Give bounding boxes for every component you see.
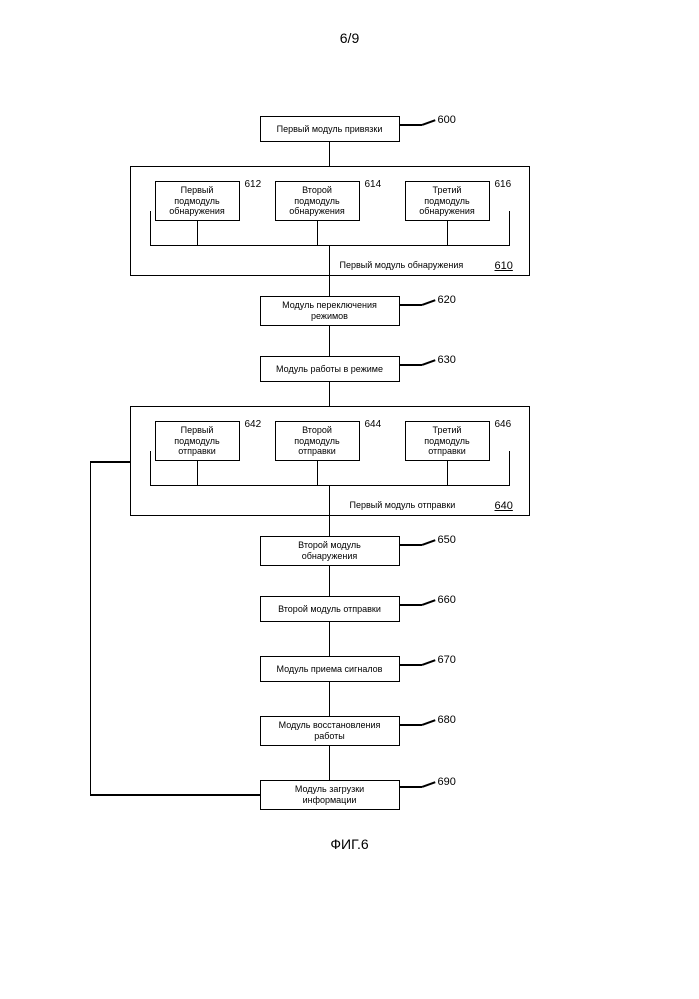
- leader: [421, 299, 435, 305]
- block-mode-work: Модуль работы в режиме: [260, 356, 400, 382]
- ref-670: 670: [438, 654, 456, 666]
- block-label: Второй модуль обнаружения: [298, 540, 361, 562]
- leader: [421, 719, 435, 725]
- block-detection-sub2: Второй подмодуль обнаружения: [275, 181, 360, 221]
- leader: [400, 304, 422, 306]
- block-label: Третий подмодуль отправки: [424, 425, 469, 457]
- block-info-upload: Модуль загрузки информации: [260, 780, 400, 810]
- connector: [317, 221, 319, 246]
- leader: [400, 724, 422, 726]
- ref-660: 660: [438, 594, 456, 606]
- ref-650: 650: [438, 534, 456, 546]
- block-detection-module-2: Второй модуль обнаружения: [260, 536, 400, 566]
- ref-680: 680: [438, 714, 456, 726]
- block-detection-sub1: Первый подмодуль обнаружения: [155, 181, 240, 221]
- ref-600: 600: [438, 114, 456, 126]
- ref-616: 616: [495, 179, 512, 190]
- connector: [329, 622, 331, 656]
- connector: [329, 246, 331, 296]
- block-detection-sub3: Третий подмодуль обнаружения: [405, 181, 490, 221]
- block-label: Модуль загрузки информации: [295, 784, 364, 806]
- feedback-v: [90, 461, 92, 795]
- connector: [329, 142, 331, 166]
- leader: [421, 359, 435, 365]
- block-send-sub3: Третий подмодуль отправки: [405, 421, 490, 461]
- connector: [329, 682, 331, 716]
- leader: [400, 786, 422, 788]
- connector: [329, 486, 331, 536]
- block-label: Первый подмодуль отправки: [174, 425, 219, 457]
- ref-690: 690: [438, 776, 456, 788]
- feedback-h2: [90, 461, 130, 463]
- ref-630: 630: [438, 354, 456, 366]
- leader: [400, 664, 422, 666]
- block-label: Модуль работы в режиме: [276, 364, 383, 375]
- block-label: Первый подмодуль обнаружения: [169, 185, 225, 217]
- ref-620: 620: [438, 294, 456, 306]
- block-binding-module: Первый модуль привязки: [260, 116, 400, 142]
- connector: [329, 382, 331, 406]
- connector: [329, 566, 331, 596]
- connector: [329, 746, 331, 780]
- leader: [400, 544, 422, 546]
- connector: [329, 326, 331, 356]
- leader: [421, 781, 435, 787]
- leader: [400, 364, 422, 366]
- block-label: Третий подмодуль обнаружения: [419, 185, 475, 217]
- leader: [421, 659, 435, 665]
- leader: [400, 124, 422, 126]
- ref-644: 644: [365, 419, 382, 430]
- connector: [447, 461, 449, 486]
- page-number: 6/9: [0, 0, 699, 46]
- leader: [421, 119, 435, 125]
- container-label: Первый модуль отправки: [350, 500, 456, 510]
- ref-642: 642: [245, 419, 262, 430]
- block-label: Второй подмодуль обнаружения: [289, 185, 345, 217]
- ref-646: 646: [495, 419, 512, 430]
- connector: [447, 221, 449, 246]
- leader: [400, 604, 422, 606]
- leader: [421, 539, 435, 545]
- block-work-restore: Модуль восстановления работы: [260, 716, 400, 746]
- block-label: Модуль восстановления работы: [279, 720, 381, 742]
- ref-612: 612: [245, 179, 262, 190]
- leader: [421, 599, 435, 605]
- block-mode-switch: Модуль переключения режимов: [260, 296, 400, 326]
- ref-614: 614: [365, 179, 382, 190]
- ref-640: 640: [495, 500, 513, 512]
- figure-label: ФИГ.6: [50, 836, 650, 852]
- connector: [197, 461, 199, 486]
- block-signal-receive: Модуль приема сигналов: [260, 656, 400, 682]
- feedback-h1: [90, 794, 260, 796]
- block-label: Модуль приема сигналов: [277, 664, 383, 675]
- block-send-sub2: Второй подмодуль отправки: [275, 421, 360, 461]
- connector: [197, 221, 199, 246]
- block-send-module-2: Второй модуль отправки: [260, 596, 400, 622]
- block-label: Первый модуль привязки: [277, 124, 383, 135]
- block-label: Второй модуль отправки: [278, 604, 381, 615]
- block-label: Второй подмодуль отправки: [294, 425, 339, 457]
- ref-610: 610: [495, 260, 513, 272]
- block-send-sub1: Первый подмодуль отправки: [155, 421, 240, 461]
- container-label: Первый модуль обнаружения: [340, 260, 464, 270]
- connector: [317, 461, 319, 486]
- block-label: Модуль переключения режимов: [282, 300, 377, 322]
